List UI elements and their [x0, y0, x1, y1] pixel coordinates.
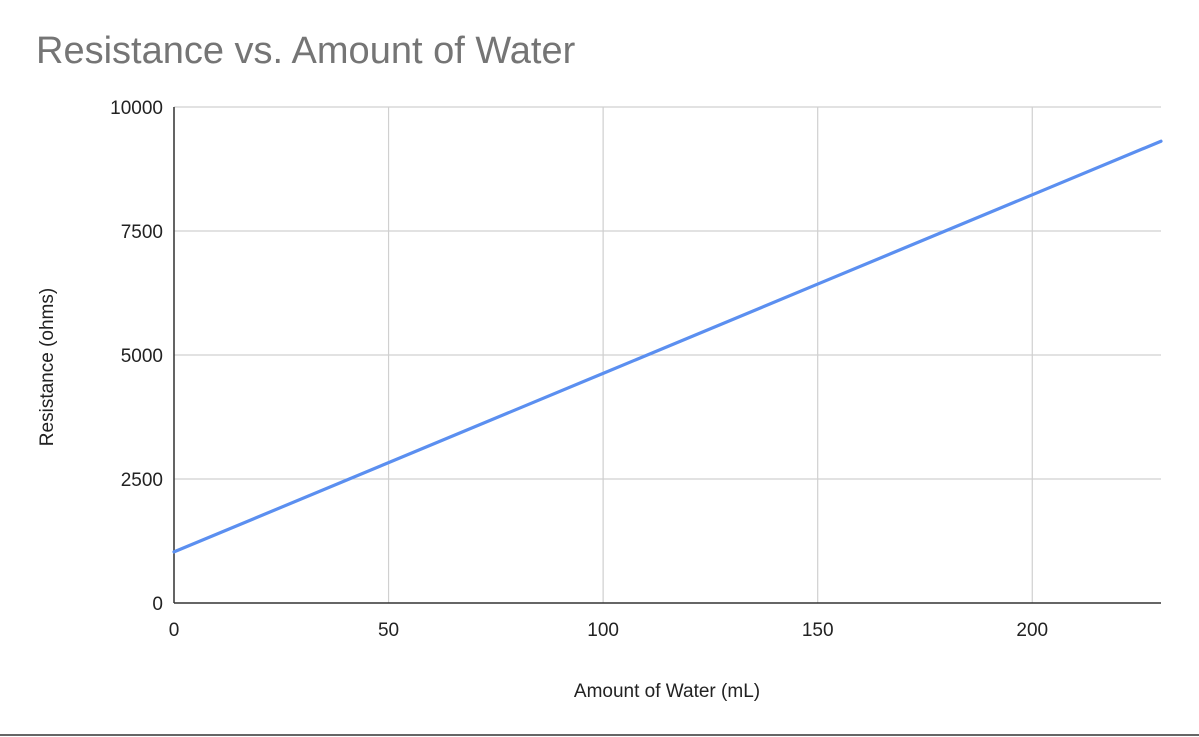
gridlines: [173, 106, 1161, 603]
axes: [173, 107, 1161, 604]
y-tick-label: 10000: [110, 98, 163, 119]
y-tick-label: 0: [152, 594, 163, 615]
x-tick-label: 100: [587, 620, 619, 641]
y-tick-label: 5000: [121, 346, 163, 367]
y-tick-labels: 0 2500 5000 7500 10000: [110, 98, 163, 615]
x-axis-title: Amount of Water (mL): [574, 681, 760, 702]
x-tick-labels: 0 50 100 150 200: [169, 620, 1048, 641]
x-tick-label: 50: [378, 620, 399, 641]
y-tick-label: 7500: [121, 222, 163, 243]
x-tick-label: 0: [169, 620, 180, 641]
y-tick-label: 2500: [121, 470, 163, 491]
x-tick-label: 200: [1016, 620, 1048, 641]
x-tick-label: 150: [802, 620, 834, 641]
y-axis-title: Resistance (ohms): [37, 288, 58, 446]
series-layer: [172, 139, 1163, 554]
chart-title: Resistance vs. Amount of Water: [36, 30, 576, 72]
series-line: [172, 139, 1163, 554]
